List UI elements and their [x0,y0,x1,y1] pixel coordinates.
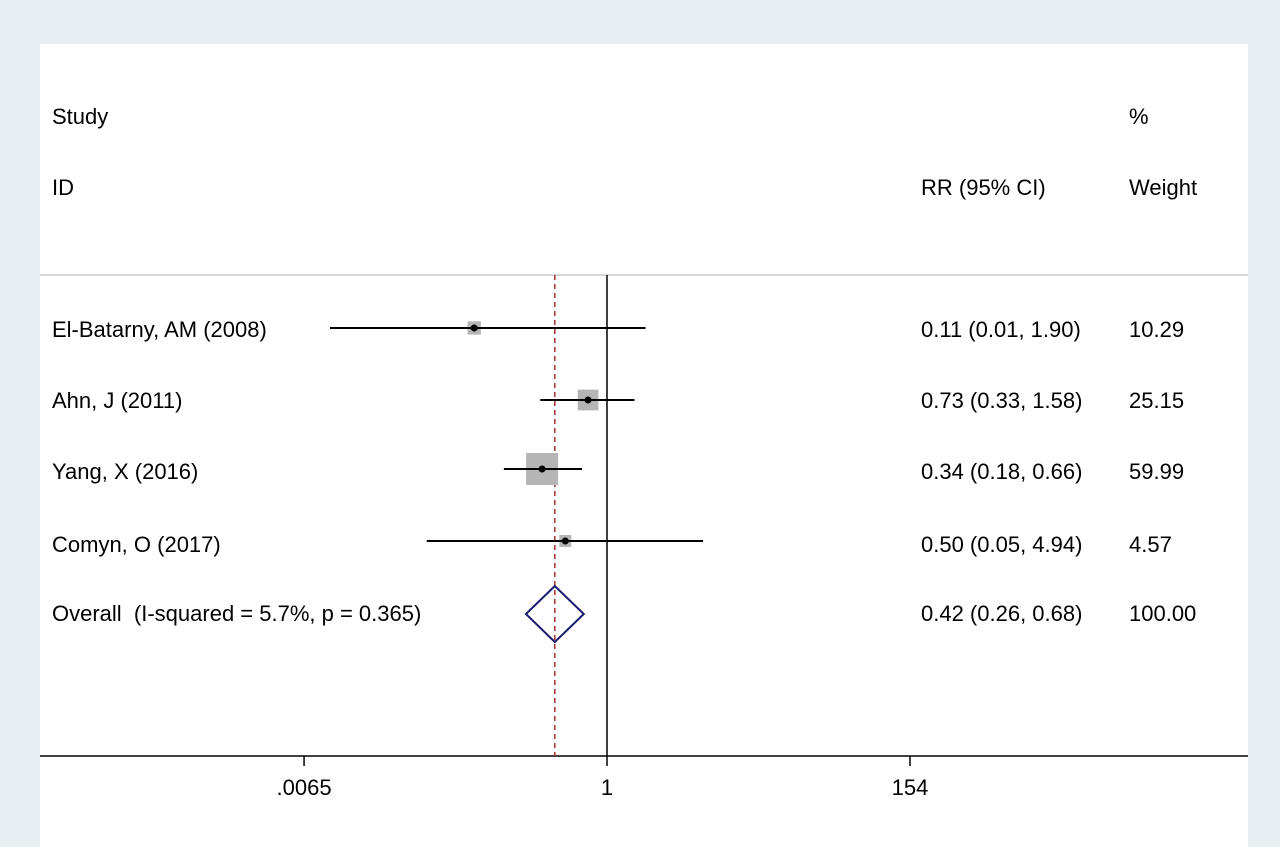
study-rr-ci: 0.34 (0.18, 0.66) [921,459,1082,484]
study-label: Comyn, O (2017) [52,532,221,557]
overall-label: Overall (I-squared = 5.7%, p = 0.365) [52,601,421,626]
header-study: Study [52,104,108,129]
point-estimate [538,465,546,473]
point-estimate [470,324,478,332]
study-row: Ahn, J (2011) 0.73 (0.33, 1.58) 25.15 [52,388,1184,413]
header-weight: Weight [1129,175,1197,200]
header-rr-ci: RR (95% CI) [921,175,1046,200]
overall-rr-ci: 0.42 (0.26, 0.68) [921,601,1082,626]
overall-weight: 100.00 [1129,601,1196,626]
overall-row: Overall (I-squared = 5.7%, p = 0.365) 0.… [52,601,1196,626]
study-row: El-Batarny, AM (2008) 0.11 (0.01, 1.90) … [52,317,1184,342]
study-label: Ahn, J (2011) [52,388,182,413]
study-weight: 10.29 [1129,317,1184,342]
x-tick-label: .0065 [277,775,332,800]
study-row: Yang, X (2016) 0.34 (0.18, 0.66) 59.99 [52,459,1184,484]
header-id: ID [52,175,74,200]
plot-marks [329,275,704,756]
point-estimate [561,537,569,545]
point-estimate [584,396,592,404]
study-row: Comyn, O (2017) 0.50 (0.05, 4.94) 4.57 [52,532,1172,557]
x-tick-label: 1 [601,775,613,800]
study-label: El-Batarny, AM (2008) [52,317,267,342]
study-rr-ci: 0.11 (0.01, 1.90) [921,317,1081,342]
study-label: Yang, X (2016) [52,459,198,484]
study-weight: 4.57 [1129,532,1172,557]
study-rr-ci: 0.73 (0.33, 1.58) [921,388,1082,413]
overall-diamond [524,584,586,644]
study-rr-ci: 0.50 (0.05, 4.94) [921,532,1082,557]
header-percent: % [1129,104,1149,129]
plot-panel [40,44,1248,847]
study-weight: 25.15 [1129,388,1184,413]
x-tick-label: 154 [892,775,929,800]
study-weight: 59.99 [1129,459,1184,484]
